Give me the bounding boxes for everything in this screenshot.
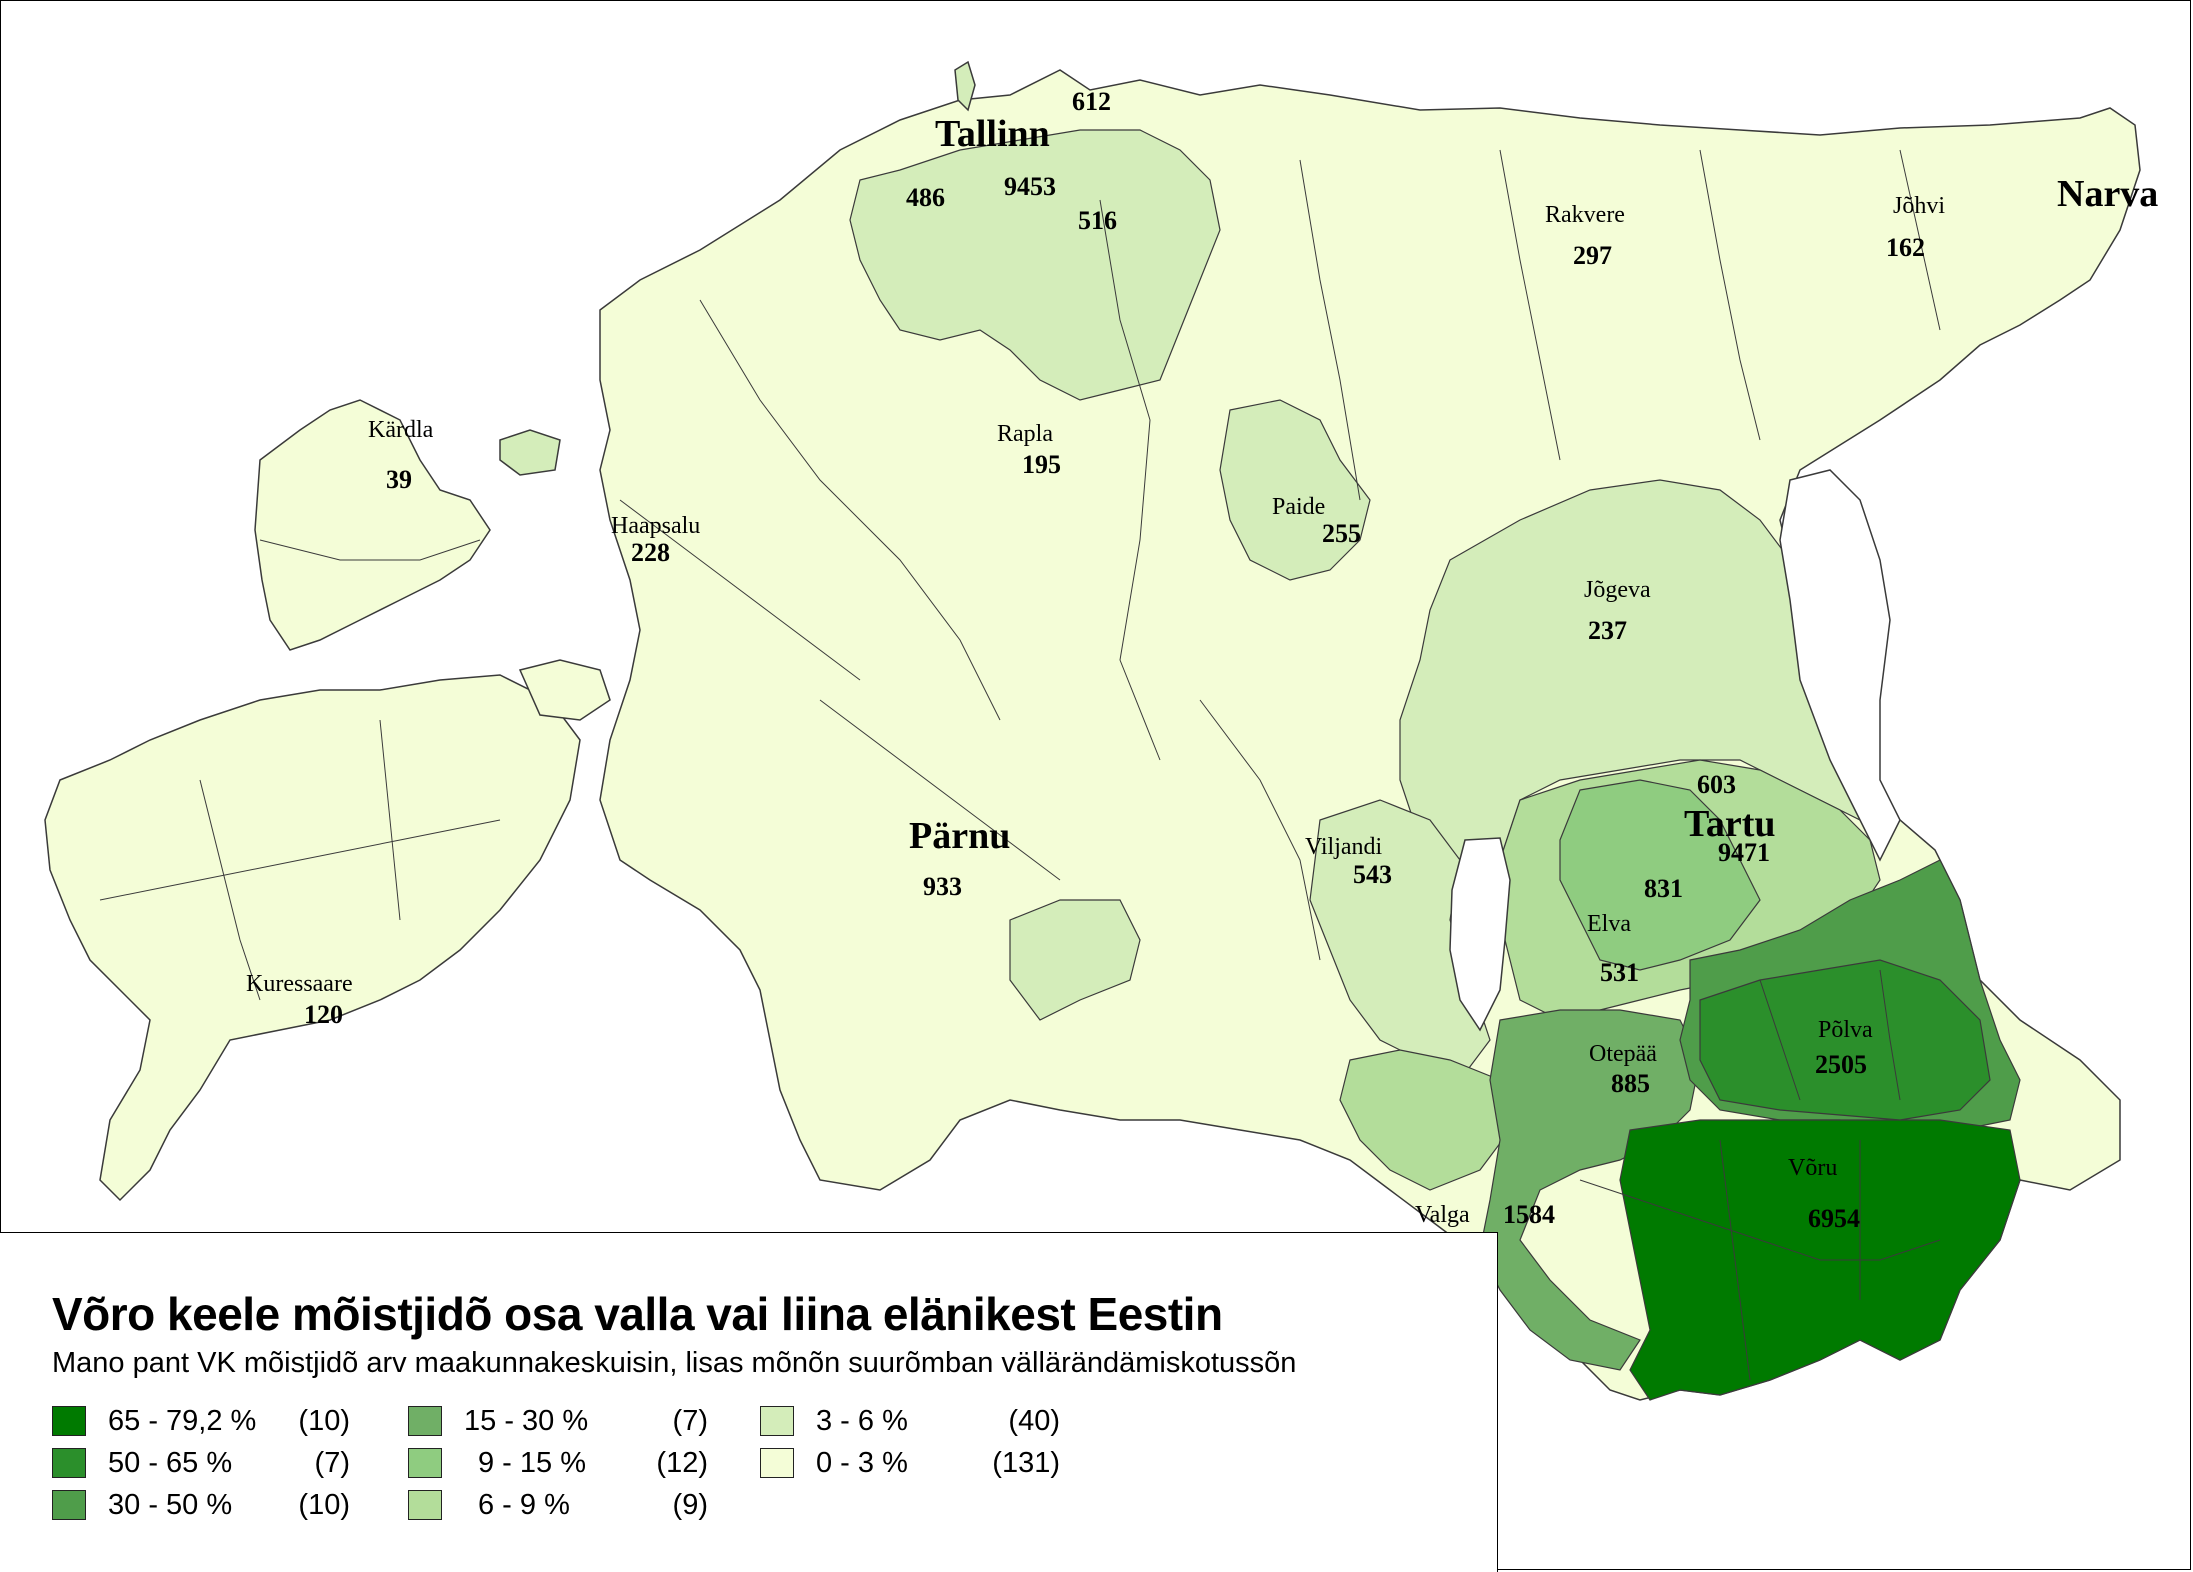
label-viljandi-name: Viljandi: [1305, 834, 1383, 860]
label-parnu-name: Pärnu: [909, 815, 1010, 857]
valga-region: [1339, 1049, 1511, 1191]
legend-count: (12): [656, 1447, 708, 1479]
label-otepaa-count: 885: [1611, 1069, 1650, 1098]
label-viljandi-count: 543: [1353, 860, 1392, 889]
legend-swatch: [408, 1448, 442, 1478]
map-labels: Tallinn 9453 612 486 516 Rakvere 297 Jõh…: [246, 87, 2158, 1233]
legend-swatch: [760, 1448, 794, 1478]
label-voru-count: 6954: [1808, 1204, 1860, 1233]
label-elva-name: Elva: [1587, 911, 1631, 937]
legend-count: (40): [1008, 1405, 1060, 1437]
legend-item-3-6: 3 - 6 % (40): [760, 1405, 1080, 1439]
label-tartu-count: 9471: [1718, 838, 1770, 867]
legend-swatch: [52, 1490, 86, 1520]
parnu-east-region: [1009, 899, 1141, 1021]
label-otepaa-name: Otepää: [1589, 1041, 1657, 1067]
harju-region: [849, 129, 1221, 401]
muhu-island: [518, 659, 611, 721]
lake-peipus: [1779, 469, 1901, 862]
label-tartu-name: Tartu: [1684, 803, 1776, 845]
legend-swatch: [52, 1448, 86, 1478]
legend-range: 50 - 65 %: [108, 1447, 233, 1479]
tartu-core-region: [1559, 779, 1761, 971]
hiiumaa-island: [254, 399, 491, 651]
jogeva-region: [1399, 479, 1881, 881]
viljandi-region: [1309, 799, 1491, 1081]
legend-range: 0 - 3 %: [816, 1447, 908, 1479]
label-kuressaare-count: 120: [304, 1000, 343, 1029]
legend-swatch: [52, 1406, 86, 1436]
label-parnu-count: 933: [923, 872, 962, 901]
label-486-count: 486: [906, 183, 945, 212]
legend-count: (7): [672, 1405, 708, 1437]
label-valga-name: Valga: [1415, 1202, 1470, 1228]
label-valga-count: 1584: [1503, 1200, 1555, 1229]
legend-panel: Võro keele mõistjidõ osa valla vai liina…: [0, 1232, 1498, 1572]
legend-item-9-15: 9 - 15 % (12): [408, 1447, 728, 1481]
label-kuressaare-name: Kuressaare: [246, 971, 353, 997]
legend-range: 9 - 15 %: [478, 1447, 586, 1479]
label-rapla-count: 195: [1022, 450, 1061, 479]
label-polva-name: Põlva: [1818, 1017, 1873, 1043]
map-title: Võro keele mõistjidõ osa valla vai liina…: [52, 1288, 1223, 1340]
label-kardla-count: 39: [386, 465, 412, 494]
saaremaa-island: [44, 674, 581, 1202]
legend-range: 30 - 50 %: [108, 1489, 233, 1521]
label-voru-name: Võru: [1788, 1155, 1837, 1181]
label-kardla-name: Kärdla: [368, 417, 434, 443]
label-603-count: 603: [1697, 770, 1736, 799]
legend-item-30-50: 30 - 50 % (10): [52, 1489, 372, 1523]
legend-item-65-79: 65 - 79,2 % (10): [52, 1405, 372, 1439]
legend-item-15-30: 15 - 30 % (7): [408, 1405, 728, 1439]
legend-item-0-3: 0 - 3 % (131): [760, 1447, 1080, 1481]
legend-range: 6 - 9 %: [478, 1489, 570, 1521]
map-subtitle: Mano pant VK mõistjidõ arv maakunnakesku…: [52, 1347, 1297, 1379]
label-paide-name: Paide: [1272, 494, 1325, 520]
legend-count: (7): [314, 1447, 350, 1479]
label-rakvere-name: Rakvere: [1545, 202, 1625, 228]
label-jogeva-name: Jõgeva: [1584, 577, 1651, 603]
legend-swatch: [760, 1406, 794, 1436]
vormsi-island: [499, 429, 561, 476]
naissaar-island: [954, 60, 976, 112]
legend-range: 65 - 79,2 %: [108, 1405, 257, 1437]
label-831-count: 831: [1644, 874, 1683, 903]
legend-item-6-9: 6 - 9 % (9): [408, 1489, 728, 1523]
label-rapla-name: Rapla: [997, 421, 1053, 447]
legend-range: 15 - 30 %: [464, 1405, 589, 1437]
label-haapsalu-count: 228: [631, 538, 670, 567]
legend-count: (131): [992, 1447, 1060, 1479]
label-polva-count: 2505: [1815, 1050, 1867, 1079]
legend-count: (9): [672, 1489, 708, 1521]
label-johvi-count: 162: [1886, 233, 1925, 262]
label-elva-count: 531: [1600, 958, 1639, 987]
label-johvi-name: Jõhvi: [1893, 193, 1945, 219]
label-rakvere-count: 297: [1573, 241, 1612, 270]
label-tallinn-name: Tallinn: [935, 113, 1050, 155]
legend-swatch: [408, 1406, 442, 1436]
label-tallinn-count: 9453: [1004, 172, 1056, 201]
label-516-count: 516: [1078, 206, 1117, 235]
label-612-count: 612: [1072, 87, 1111, 116]
label-jogeva-count: 237: [1588, 616, 1627, 645]
legend-count: (10): [298, 1489, 350, 1521]
legend-range: 3 - 6 %: [816, 1405, 908, 1437]
label-narva-name: Narva: [2057, 173, 2158, 215]
label-haapsalu-name: Haapsalu: [611, 513, 700, 539]
legend-count: (10): [298, 1405, 350, 1437]
municipality-borders: [99, 149, 1941, 1381]
label-paide-count: 255: [1322, 519, 1361, 548]
polva-inner-region: [1699, 959, 1991, 1121]
legend-swatch: [408, 1490, 442, 1520]
paide-region: [1219, 399, 1371, 581]
lake-vortsjarv: [1449, 837, 1511, 1032]
legend-item-50-65: 50 - 65 % (7): [52, 1447, 372, 1481]
